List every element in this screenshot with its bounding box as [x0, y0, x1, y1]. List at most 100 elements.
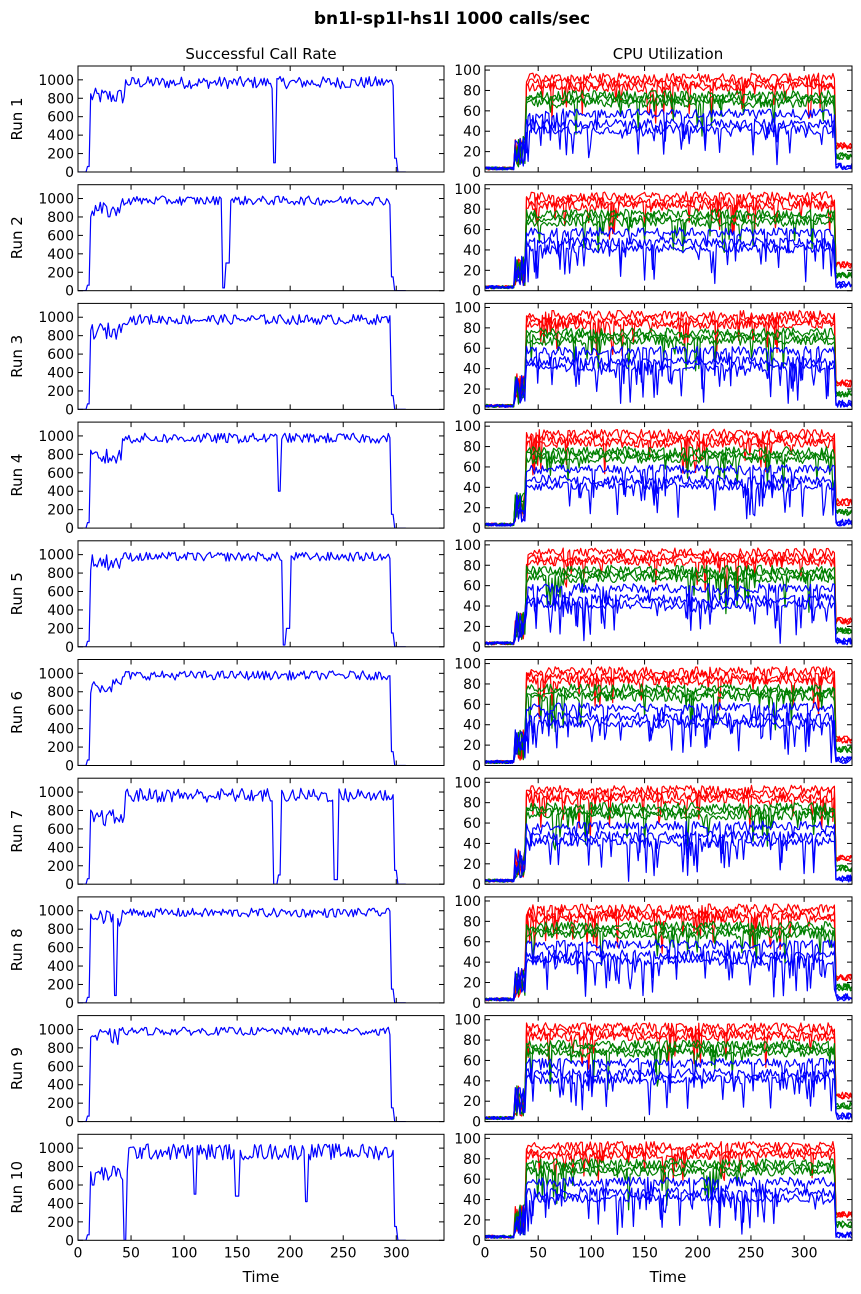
- cpu-line-2-2: [485, 243, 852, 290]
- cpu-line-0-1: [485, 433, 852, 527]
- y-tick-label: 1000: [38, 429, 74, 445]
- cpu-line-0-0: [485, 1022, 852, 1121]
- panel-frame: [77, 659, 445, 766]
- cpu-line-2-2: [485, 1074, 852, 1121]
- call-rate-panel-run-6: 0 200 400 600 800 1000: [38, 659, 445, 775]
- panel-frame: [484, 777, 853, 885]
- cpu-panel-run-1: 0 20 40 60 80 100: [454, 63, 853, 181]
- y-tick-label: 20: [463, 263, 481, 279]
- x-tick-label: 100: [171, 1245, 198, 1261]
- cpu-line-2-0: [485, 464, 852, 527]
- x-tick-label: 150: [631, 1245, 658, 1261]
- cpu-series-group: [485, 191, 852, 290]
- panel-frame: [484, 1015, 853, 1123]
- y-tick-label: 80: [463, 677, 481, 693]
- y-tick-label: 100: [454, 657, 481, 673]
- y-tick-label: 600: [47, 1178, 74, 1194]
- cpu-line-1-1: [485, 1162, 852, 1239]
- call-rate-series-group: [78, 907, 406, 1003]
- x-tick-label: 250: [738, 1245, 765, 1261]
- cpu-line-2-1: [485, 474, 852, 527]
- cpu-line-2-0: [485, 1057, 852, 1121]
- cpu-line-2-2: [485, 955, 852, 1002]
- panel-frame: [484, 302, 853, 410]
- cpu-line-0-0: [485, 784, 852, 883]
- y-tick-label: 1000: [38, 785, 74, 801]
- row-label-run-5: Run 5: [8, 572, 26, 615]
- x-tick-label: 100: [578, 1245, 605, 1261]
- cpu-panel-run-6: 0 20 40 60 80 100: [454, 657, 853, 775]
- panel-frame: [77, 896, 445, 1004]
- y-tick-label: 200: [47, 1215, 74, 1231]
- y-tick-label: 20: [463, 738, 481, 754]
- y-tick-label: 40: [463, 124, 481, 140]
- y-tick-label: 20: [463, 1094, 481, 1110]
- y-tick-label: 400: [47, 722, 74, 738]
- y-tick-label: 0: [472, 1233, 481, 1249]
- call-rate-series-group: [78, 1143, 406, 1241]
- call-rate-line: [78, 432, 406, 529]
- y-tick-label: 800: [47, 91, 74, 107]
- cpu-line-1-2: [485, 335, 852, 408]
- y-tick-label: 40: [463, 362, 481, 378]
- y-tick-label: 0: [65, 877, 74, 893]
- call-rate-series-group: [78, 670, 406, 766]
- x-tick-label: 200: [684, 1245, 711, 1261]
- y-tick-label: 400: [47, 128, 74, 144]
- cpu-panel-run-8: 0 20 40 60 80 100: [454, 894, 853, 1012]
- y-tick-label: 100: [454, 1013, 481, 1029]
- y-tick-label: 1000: [38, 310, 74, 326]
- y-tick-label: 0: [65, 402, 74, 418]
- cpu-line-1-2: [485, 928, 852, 1002]
- y-tick-label: 60: [463, 1172, 481, 1188]
- row-label-run-1: Run 1: [8, 97, 26, 140]
- y-tick-label: 0: [472, 759, 481, 775]
- y-tick-label: 100: [454, 182, 481, 198]
- cpu-line-2-2: [485, 362, 852, 408]
- y-tick-label: 1000: [38, 548, 74, 564]
- col-title-cpu: CPU Utilization: [613, 45, 723, 63]
- panel-frame: [77, 777, 445, 885]
- y-tick-label: 1000: [38, 73, 74, 89]
- y-tick-label: 0: [472, 284, 481, 300]
- y-tick-label: 1000: [38, 666, 74, 682]
- y-tick-label: 0: [65, 640, 74, 656]
- cpu-line-2-0: [485, 1176, 852, 1239]
- y-tick-label: 40: [463, 480, 481, 496]
- y-tick-label: 80: [463, 558, 481, 574]
- cpu-line-2-1: [485, 1186, 852, 1239]
- x-tick-label: 50: [529, 1245, 547, 1261]
- call-rate-series-group: [78, 313, 406, 410]
- y-tick-label: 200: [47, 740, 74, 756]
- y-tick-label: 800: [47, 1041, 74, 1057]
- figure-title: bn1l-sp1l-hs1l 1000 calls/sec: [314, 9, 590, 29]
- cpu-line-0-2: [485, 1150, 852, 1239]
- panel-frame: [77, 1133, 445, 1241]
- panel-frame: [484, 65, 853, 173]
- x-tick-label: 0: [481, 1245, 490, 1261]
- y-tick-label: 60: [463, 341, 481, 357]
- cpu-line-2-1: [485, 711, 852, 765]
- y-tick-label: 100: [454, 300, 481, 316]
- y-tick-label: 400: [47, 959, 74, 975]
- cpu-line-0-1: [485, 671, 852, 765]
- cpu-panel-run-5: 0 20 40 60 80 100: [454, 538, 853, 656]
- cpu-line-2-1: [485, 237, 852, 290]
- y-tick-label: 100: [454, 538, 481, 554]
- call-rate-line: [78, 787, 406, 885]
- y-tick-label: 800: [47, 329, 74, 345]
- y-tick-label: 200: [47, 503, 74, 519]
- call-rate-panel-run-1: 0 200 400 600 800 1000: [38, 65, 445, 181]
- cpu-line-1-2: [485, 691, 852, 765]
- row-label-run-6: Run 6: [8, 691, 26, 734]
- y-tick-label: 0: [65, 521, 74, 537]
- y-tick-label: 0: [65, 1233, 74, 1249]
- call-rate-panel-run-8: 0 200 400 600 800 1000: [38, 896, 445, 1012]
- cpu-line-1-2: [485, 216, 852, 289]
- x-tick-label: 0: [74, 1245, 83, 1261]
- y-tick-label: 0: [472, 165, 481, 181]
- cpu-line-2-2: [485, 718, 852, 764]
- panel-frame: [484, 184, 853, 292]
